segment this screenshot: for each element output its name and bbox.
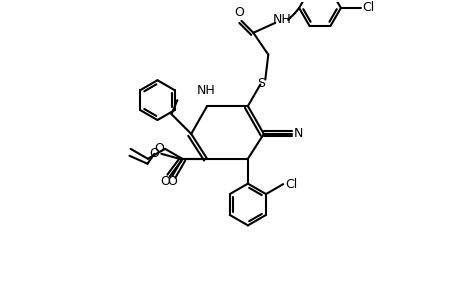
Text: O: O (149, 147, 159, 160)
Text: O: O (154, 142, 164, 155)
Text: NH: NH (196, 84, 215, 97)
Text: O: O (167, 176, 177, 188)
Text: O: O (160, 175, 170, 188)
Text: N: N (293, 128, 302, 140)
Text: S: S (257, 77, 265, 90)
Text: NH: NH (272, 14, 291, 26)
Text: Cl: Cl (285, 178, 297, 190)
Text: Cl: Cl (362, 2, 374, 14)
Text: O: O (234, 6, 244, 20)
